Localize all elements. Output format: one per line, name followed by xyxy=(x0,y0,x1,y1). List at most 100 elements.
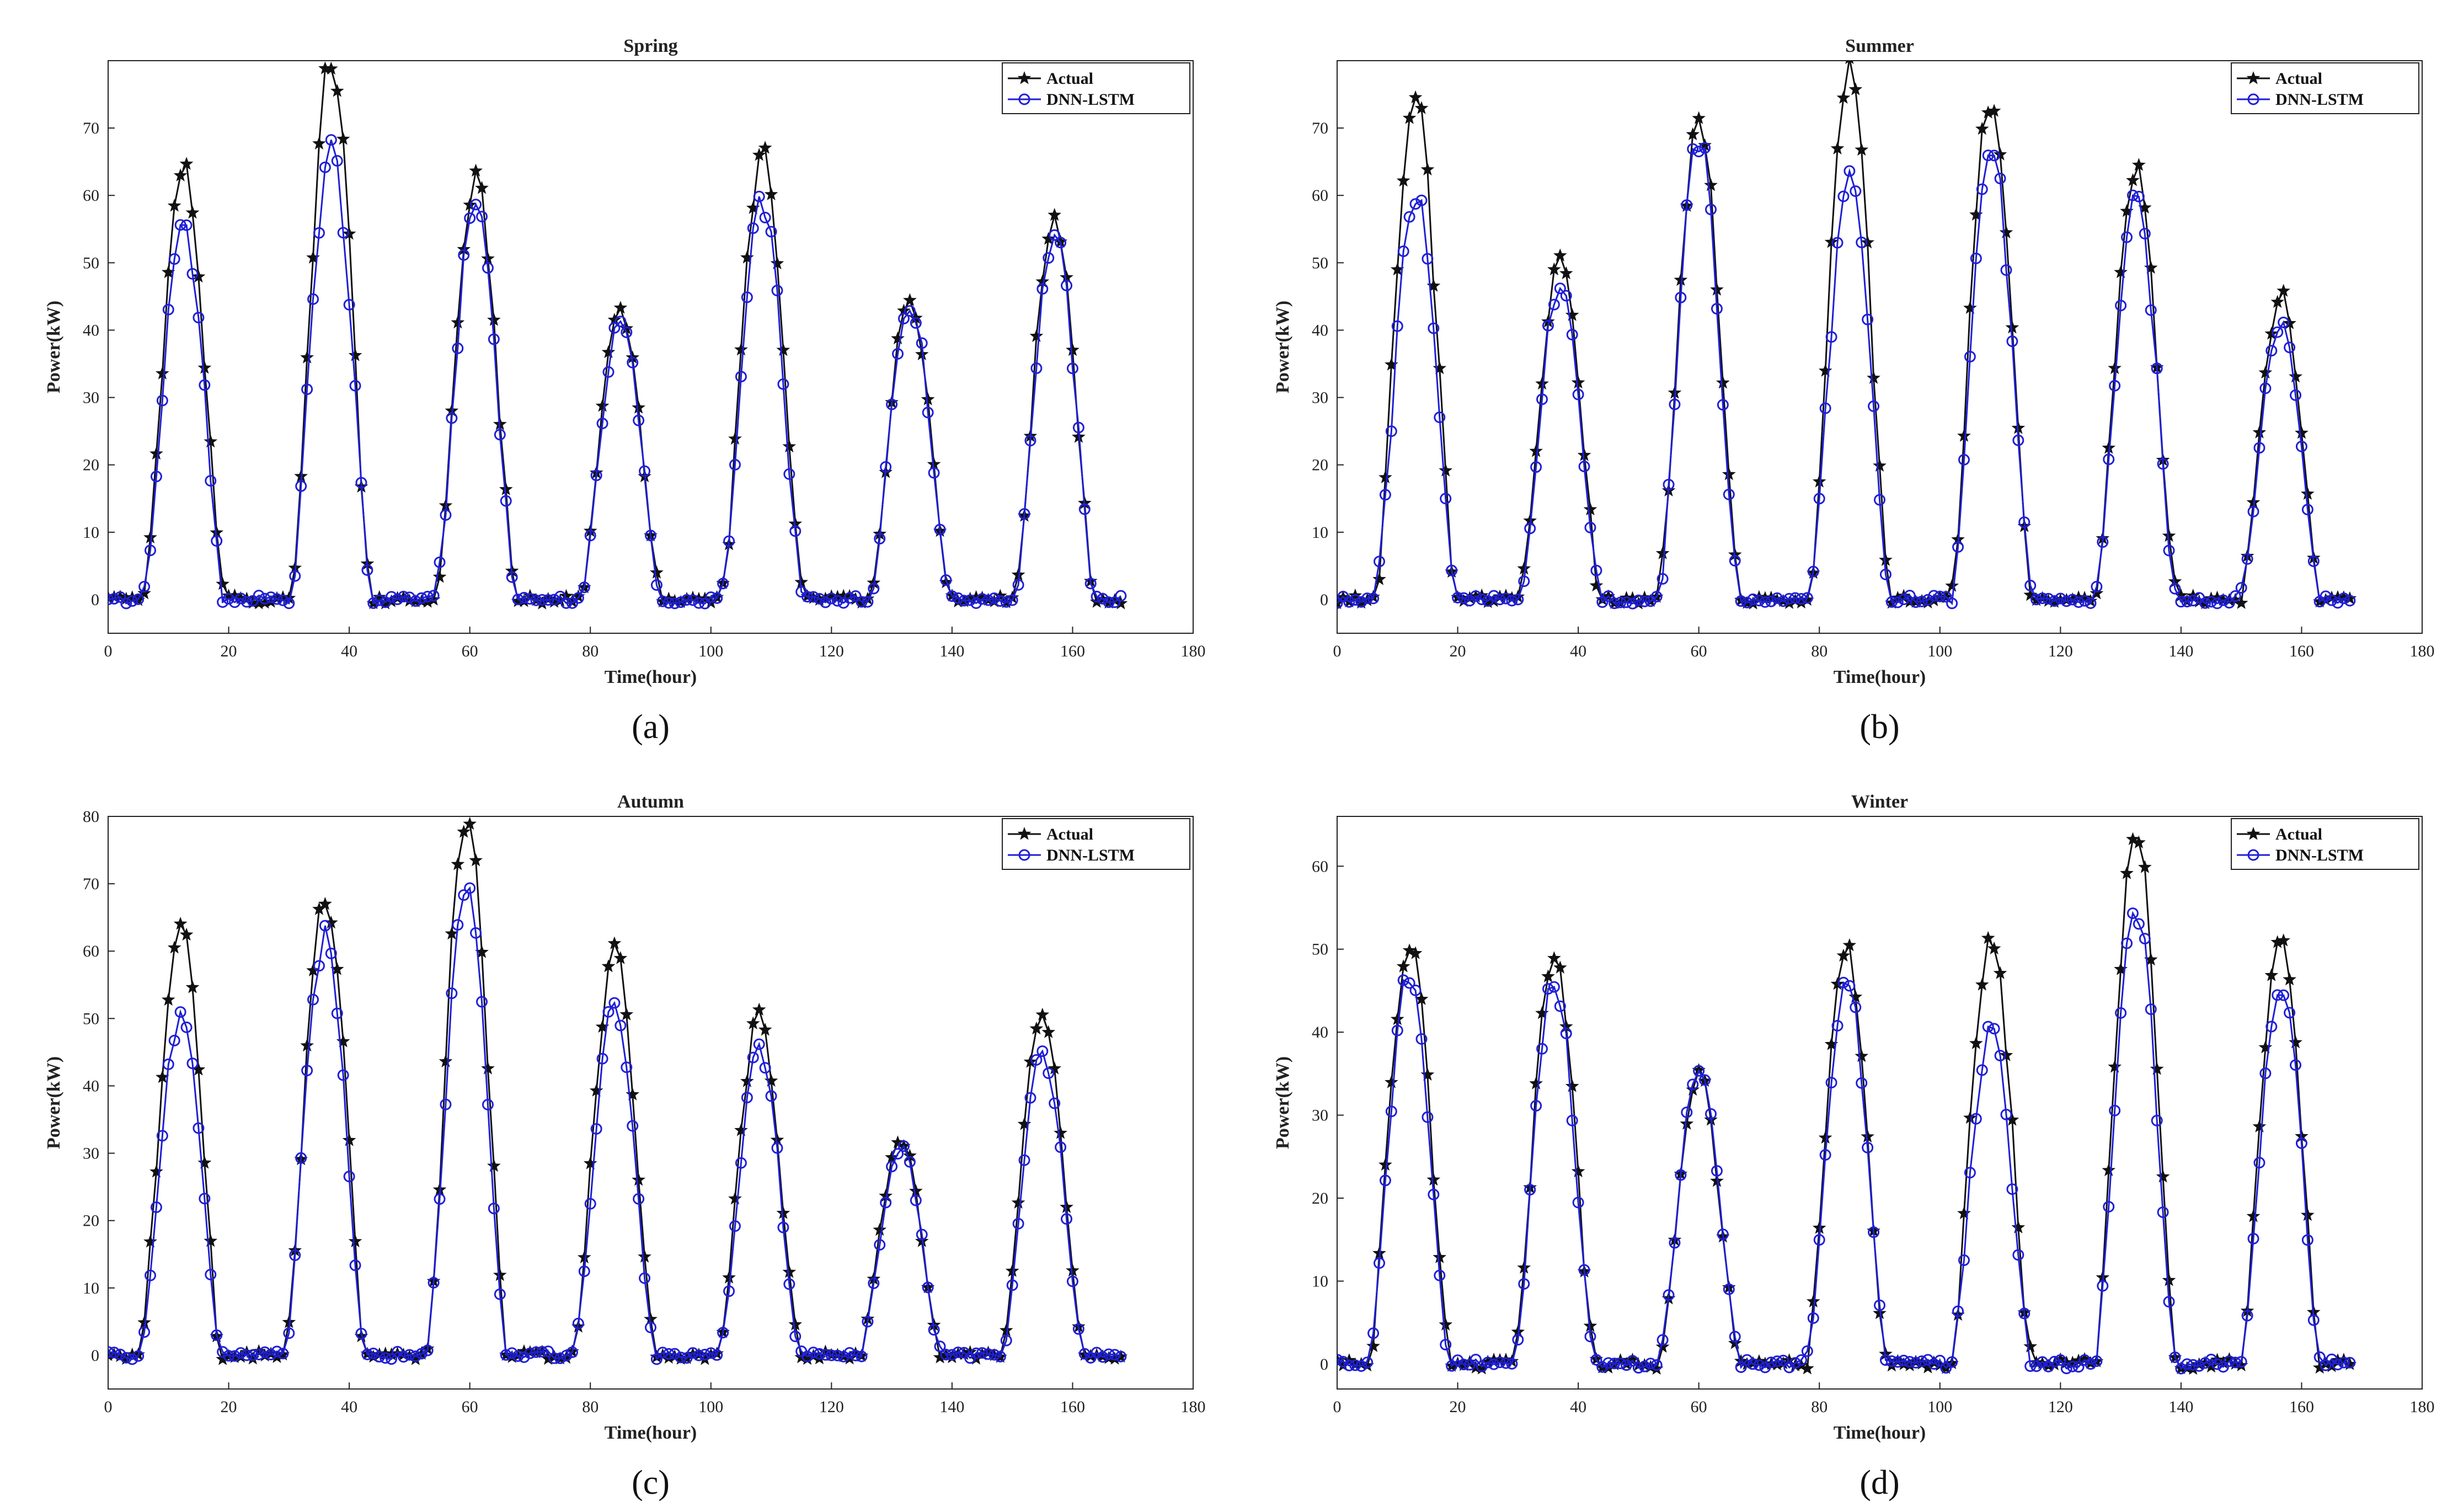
legend-actual-label: Actual xyxy=(2275,70,2322,88)
dnn-lstm-point xyxy=(1512,1334,1524,1346)
dnn-lstm-point xyxy=(699,1349,711,1361)
dnn-lstm-point xyxy=(2085,1358,2097,1370)
actual-point xyxy=(722,1270,736,1284)
y-axis-label: Power(kW) xyxy=(44,301,64,393)
dnn-lstm-point xyxy=(578,581,590,594)
dnn-lstm-point xyxy=(108,1346,114,1358)
dnn-lstm-point xyxy=(536,1346,548,1358)
dnn-lstm-point xyxy=(934,1340,946,1353)
axes-frame xyxy=(108,60,1194,634)
dnn-lstm-point xyxy=(843,592,856,604)
actual-point xyxy=(2083,1356,2098,1369)
actual-point xyxy=(981,1345,995,1359)
dnn-lstm-point xyxy=(120,1351,132,1364)
actual-point xyxy=(1041,232,1056,245)
actual-point xyxy=(1890,1354,1905,1367)
dnn-lstm-point xyxy=(349,380,361,392)
dnn-lstm-point xyxy=(1476,1360,1488,1372)
x-tick-label: 0 xyxy=(1333,642,1342,660)
actual-point xyxy=(276,590,290,603)
actual-point xyxy=(173,168,188,181)
dnn-lstm-point xyxy=(2241,1310,2253,1322)
actual-point xyxy=(245,1351,260,1365)
dnn-lstm-point xyxy=(645,1321,656,1333)
actual-point xyxy=(1481,1355,1495,1368)
dnn-lstm-point xyxy=(168,1034,180,1046)
actual-point xyxy=(559,1350,573,1364)
dnn-lstm-point xyxy=(1524,522,1536,535)
dnn-lstm-point xyxy=(1934,1355,1946,1367)
dnn-lstm-point xyxy=(482,1098,494,1110)
actual-point xyxy=(704,1348,718,1361)
legend-box xyxy=(1002,818,1190,870)
dnn-lstm-point xyxy=(1373,555,1385,568)
dnn-lstm-point xyxy=(2145,1003,2157,1016)
actual-point xyxy=(2048,1357,2061,1371)
dnn-lstm-point xyxy=(174,1006,186,1018)
actual-point xyxy=(1408,90,1423,104)
actual-point xyxy=(414,594,429,607)
dnn-lstm-point xyxy=(283,1327,295,1339)
actual-point xyxy=(137,1315,151,1329)
dnn-lstm-point xyxy=(1440,1339,1452,1351)
dnn-lstm-point xyxy=(228,1350,241,1362)
y-tick-label: 40 xyxy=(83,1077,99,1095)
actual-point xyxy=(1426,279,1441,292)
dnn-lstm-point xyxy=(1602,590,1615,602)
dnn-lstm-point xyxy=(813,592,825,605)
dnn-lstm-point xyxy=(656,1347,669,1359)
chart-panel-winter: Winter 0 20 40 60 80 100 120 140 160 180 0 10 20 30 40 5… xyxy=(1229,756,2458,1511)
actual-point xyxy=(2114,962,2128,975)
series-line-actual xyxy=(108,67,1121,605)
dnn-lstm-point xyxy=(2151,362,2163,375)
actual-point xyxy=(1054,234,1067,248)
dnn-lstm-point xyxy=(132,1350,145,1362)
dnn-lstm-point xyxy=(488,333,500,345)
dnn-lstm-point xyxy=(1675,1169,1687,1181)
dnn-lstm-point xyxy=(114,591,126,603)
y-tick-label: 20 xyxy=(83,1212,99,1230)
dnn-lstm-point xyxy=(1982,1021,1994,1033)
actual-point xyxy=(481,1061,495,1075)
dnn-lstm-point xyxy=(952,592,964,604)
actual-point xyxy=(1439,1317,1453,1331)
actual-point xyxy=(1029,329,1044,342)
dnn-lstm-point xyxy=(596,418,608,430)
actual-point xyxy=(1643,1360,1658,1373)
actual-point xyxy=(2090,586,2104,600)
x-tick-label: 180 xyxy=(2410,1398,2435,1416)
actual-point xyxy=(2343,591,2357,605)
dnn-lstm-point xyxy=(325,947,337,959)
actual-point xyxy=(1108,1351,1122,1365)
actual-point xyxy=(1698,138,1712,151)
dnn-lstm-point xyxy=(2332,1359,2344,1371)
actual-point xyxy=(1674,273,1688,286)
y-tick-label: 50 xyxy=(1312,254,1328,272)
dnn-lstm-point xyxy=(1072,1323,1084,1335)
actual-point xyxy=(764,1073,778,1087)
actual-point xyxy=(1963,301,1977,314)
dnn-lstm-point xyxy=(813,1348,825,1360)
actual-point xyxy=(1981,931,1995,944)
actual-point xyxy=(535,596,549,610)
dnn-lstm-point xyxy=(259,1346,271,1358)
dnn-lstm-point xyxy=(241,596,253,608)
actual-point xyxy=(903,293,917,306)
dnn-lstm-point xyxy=(1572,1196,1584,1209)
dnn-lstm-point xyxy=(554,590,567,602)
actual-point xyxy=(469,163,483,177)
dnn-lstm-point xyxy=(265,591,277,603)
actual-point xyxy=(469,853,483,867)
dnn-lstm-point xyxy=(1066,362,1078,375)
actual-point xyxy=(1981,105,1995,119)
actual-point xyxy=(391,591,404,604)
dnn-lstm-point xyxy=(1391,1024,1403,1037)
dnn-lstm-point xyxy=(518,1351,530,1363)
dnn-lstm-point xyxy=(1898,1354,1910,1366)
dnn-lstm-point xyxy=(228,596,241,608)
chart-panel-spring: Spring 0 20 40 60 80 100 120 140 160 180 0 10 20 30 40 5… xyxy=(0,0,1229,756)
dnn-lstm-point xyxy=(494,1288,506,1300)
dnn-lstm-point xyxy=(380,1352,392,1364)
dnn-lstm-point xyxy=(1862,1141,1874,1153)
dnn-lstm-point xyxy=(771,1142,783,1154)
